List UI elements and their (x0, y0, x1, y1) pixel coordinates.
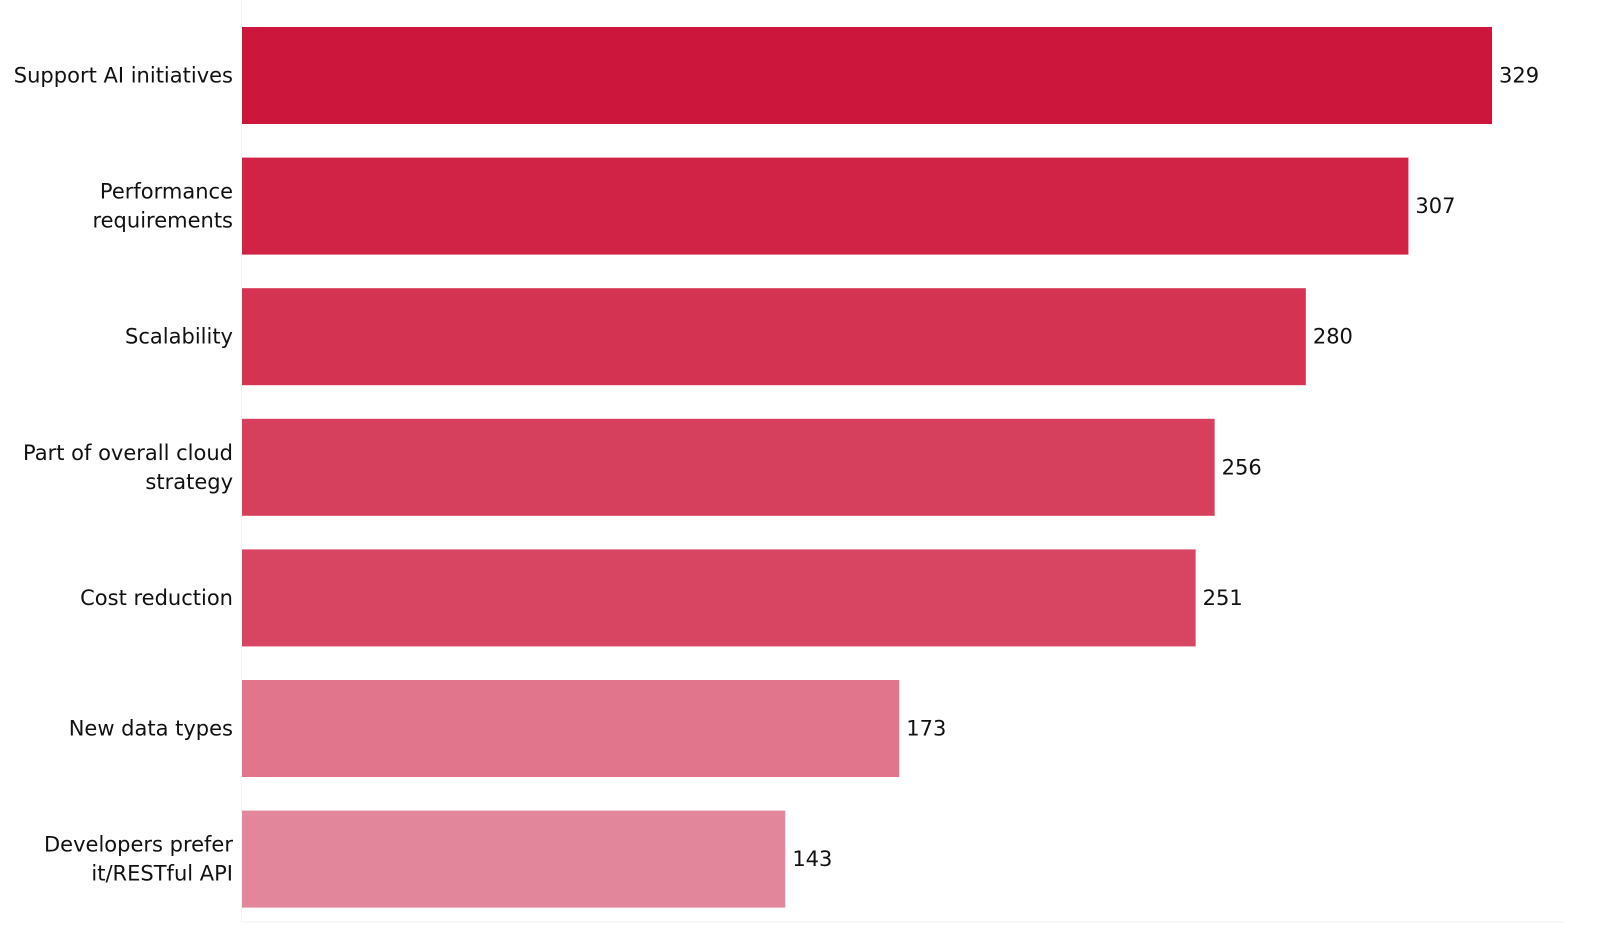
category-label-line: strategy (145, 470, 233, 494)
bar-0[interactable] (242, 27, 1492, 124)
bar-4[interactable] (242, 549, 1196, 647)
value-label-3: 256 (1222, 455, 1262, 479)
bar-1[interactable] (242, 157, 1409, 255)
category-label-line: Part of overall cloud (23, 441, 233, 465)
bar-series (242, 27, 1492, 908)
value-label-2: 280 (1313, 325, 1353, 349)
value-label-6: 143 (792, 847, 832, 871)
category-label-line: Support AI initiatives (14, 64, 233, 88)
category-label-line: Developers prefer (44, 833, 233, 857)
category-label-1: Performance requirements (92, 180, 233, 233)
bar-5[interactable] (242, 680, 900, 777)
category-label-line: requirements (92, 209, 233, 233)
value-label-0: 329 (1499, 64, 1539, 88)
category-label-2: Scalability (125, 325, 233, 349)
category-label-line: Performance (100, 180, 233, 204)
value-label-1: 307 (1415, 194, 1455, 218)
value-label-5: 173 (906, 717, 946, 741)
bar-3[interactable] (242, 418, 1215, 516)
category-label-6: Developers prefer it/RESTful API (44, 833, 233, 886)
category-label-line: Cost reduction (80, 586, 233, 610)
bar-2[interactable] (242, 288, 1306, 386)
value-label-4: 251 (1203, 586, 1243, 610)
category-labels: Support AI initiatives Performance require… (14, 64, 234, 886)
category-label-line: New data types (69, 717, 233, 741)
category-label-3: Part of overall cloud strategy (23, 441, 233, 494)
category-label-4: Cost reduction (80, 586, 233, 610)
bar-6[interactable] (242, 810, 786, 908)
category-label-line: Scalability (125, 325, 233, 349)
category-label-5: New data types (69, 717, 233, 741)
value-labels: 329 307 280 256 251 173 143 (792, 64, 1539, 872)
category-label-line: it/RESTful API (91, 862, 233, 886)
category-label-0: Support AI initiatives (14, 64, 233, 88)
